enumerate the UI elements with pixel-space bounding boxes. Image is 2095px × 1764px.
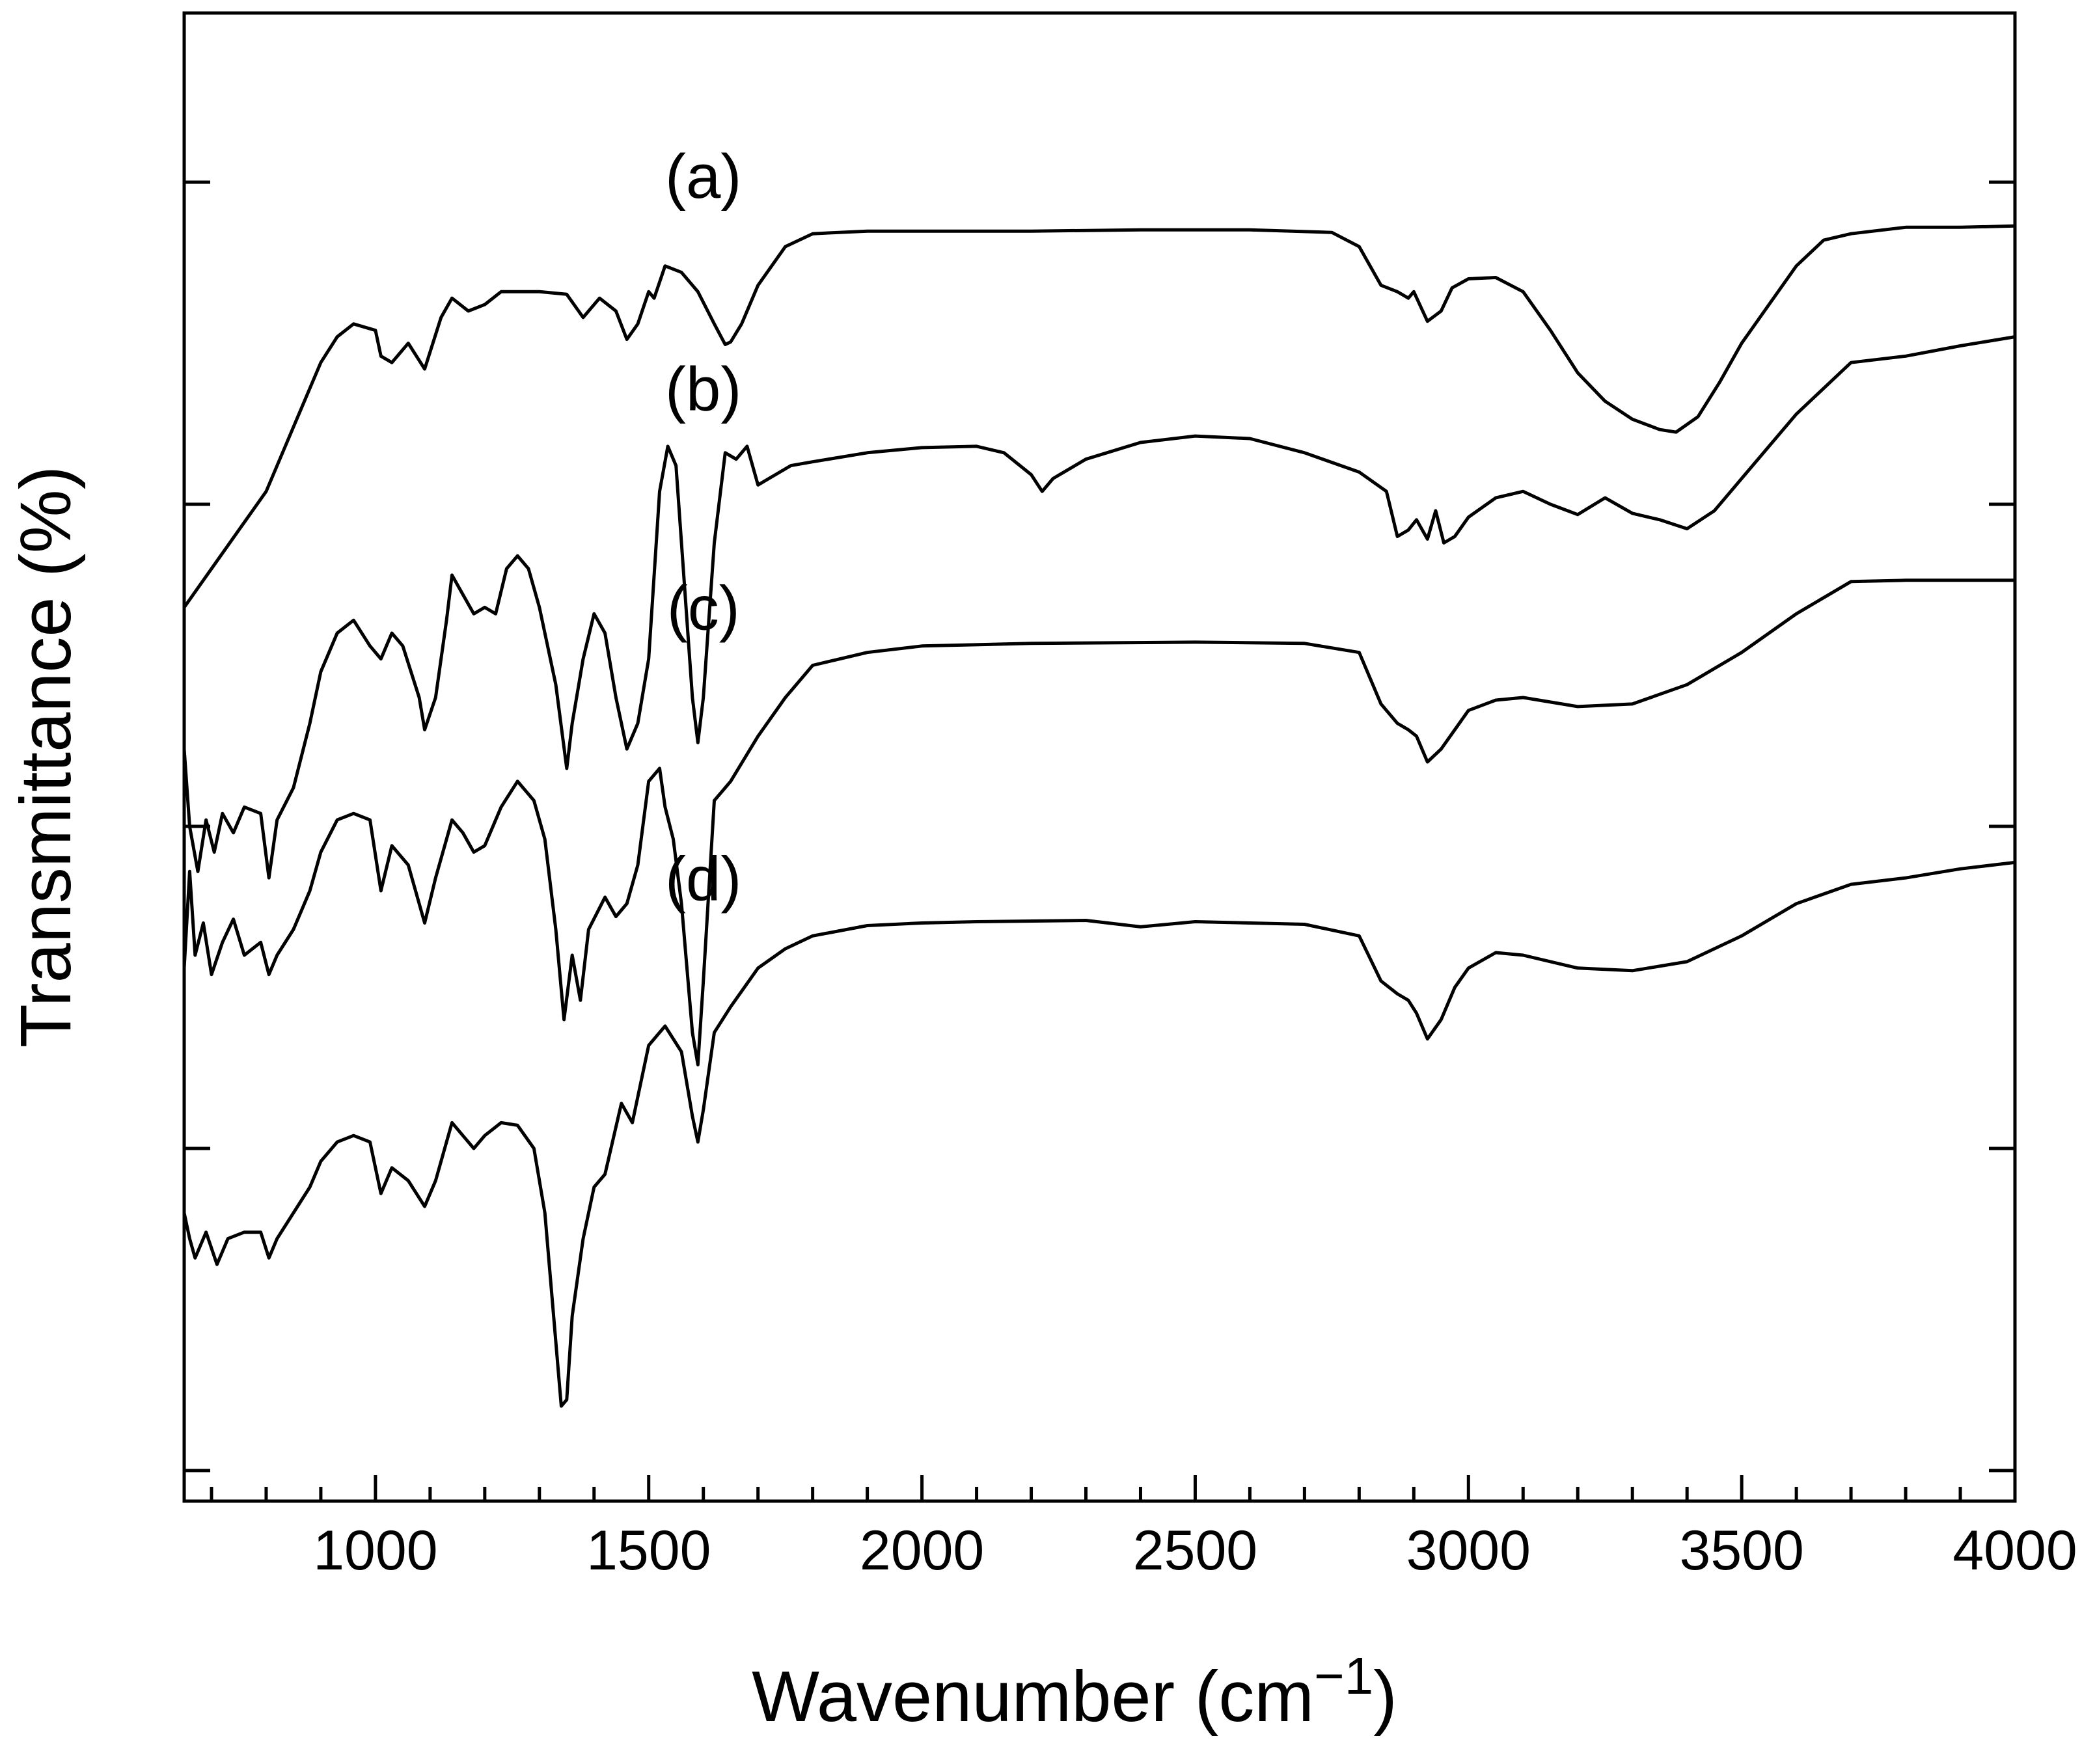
series-labels: (a) (b) (c) (d): [665, 142, 741, 914]
series-label-b: (b): [665, 355, 741, 424]
x-tick-label: 1000: [313, 1519, 437, 1582]
series-lines: [182, 224, 2017, 1408]
series-line-c: [182, 578, 2017, 1066]
series-line-d: [182, 860, 2017, 1408]
plot-frame: [182, 11, 2017, 1503]
x-tick-label: 2000: [860, 1519, 984, 1582]
x-tick-label: 2500: [1133, 1519, 1257, 1582]
x-axis-title-superscript: −1: [1314, 1647, 1373, 1705]
series-line-a: [182, 224, 2017, 609]
tick-marks: [184, 180, 2017, 1501]
x-tick-labels: 1000 1500 2000 2500 3000 3500 4000: [313, 1519, 2077, 1582]
x-axis-title: Wavenumber (cm−1): [752, 1647, 1397, 1737]
y-axis-title: Transmittance (%): [6, 466, 86, 1048]
x-tick-label: 3000: [1406, 1519, 1531, 1582]
series-label-d: (d): [665, 844, 741, 914]
series-line-b: [182, 335, 2017, 880]
x-tick-label: 1500: [586, 1519, 711, 1582]
x-axis-title-close: ): [1373, 1657, 1397, 1737]
series-label-c: (c): [667, 574, 740, 644]
x-axis-title-main: Wavenumber (cm: [752, 1657, 1314, 1737]
x-tick-label: 3500: [1679, 1519, 1803, 1582]
x-tick-label: 4000: [1952, 1519, 2077, 1582]
series-label-a: (a): [665, 142, 741, 211]
